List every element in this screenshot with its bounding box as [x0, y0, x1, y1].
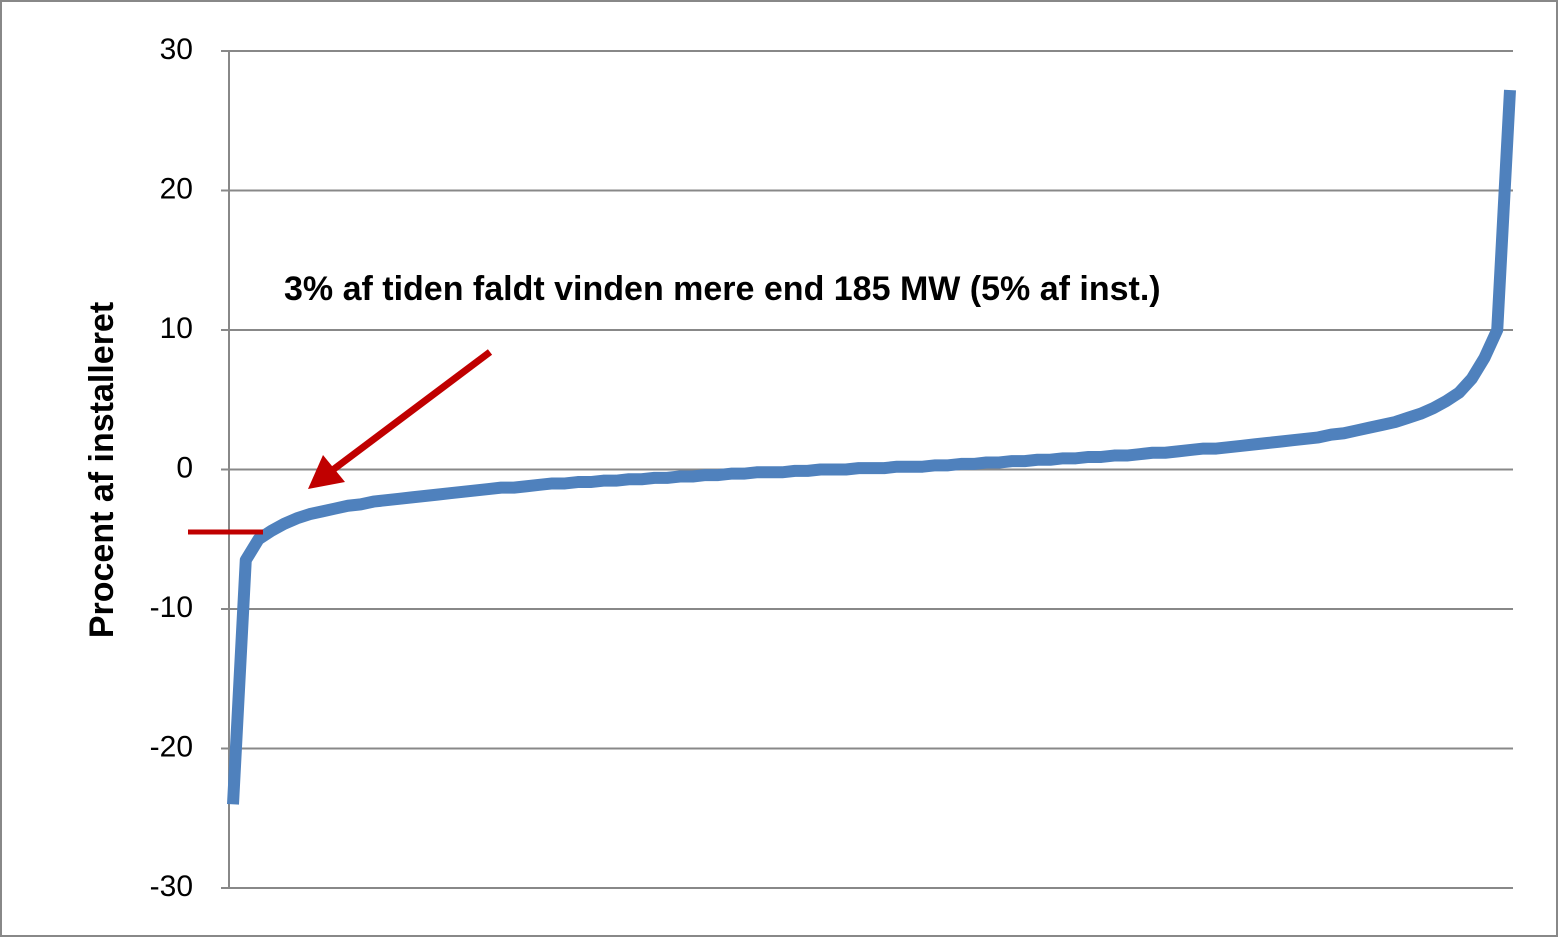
annotation-arrow [327, 349, 493, 475]
arrow-head [308, 455, 345, 489]
y-tick-label: -10 [150, 591, 193, 624]
annotation: 3% af tiden faldt vinden mere end 185 MW… [284, 270, 1161, 308]
plot-area: -30 -20 -10 0 10 20 30 [150, 33, 1516, 903]
y-axis-label: Procent af installeret [83, 302, 121, 638]
y-tick-label: 20 [160, 172, 193, 205]
y-tick-label: -20 [150, 730, 193, 763]
y-tick-label: 30 [160, 33, 193, 66]
y-tick-label: 0 [176, 451, 193, 484]
data-line [227, 89, 1516, 805]
y-tick-label: -30 [150, 870, 193, 903]
y-tick-label: 10 [160, 312, 193, 345]
